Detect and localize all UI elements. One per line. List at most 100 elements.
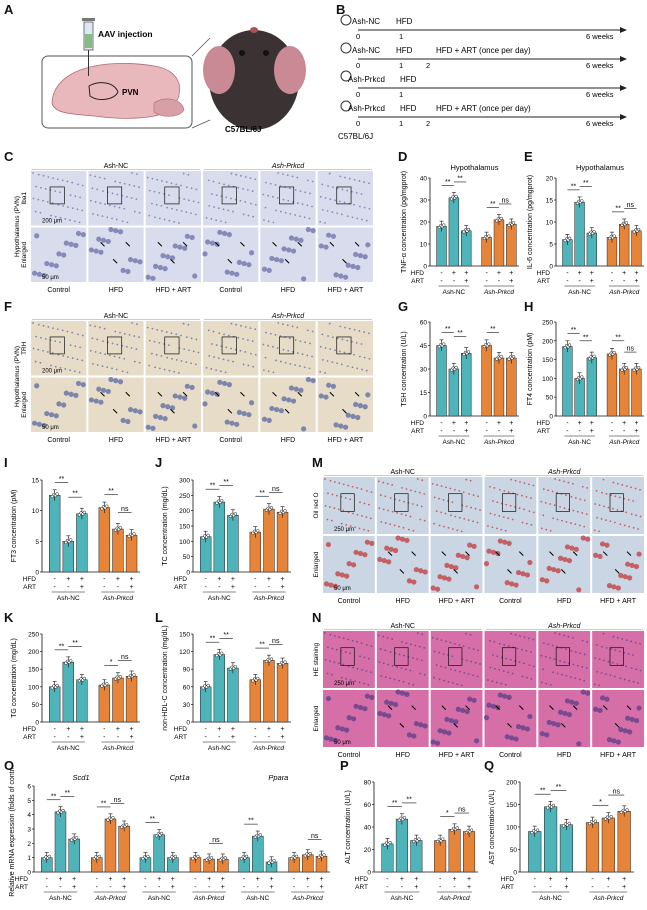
cell-nucleus [610, 648, 612, 650]
cell-nucleus [625, 639, 628, 642]
cell-nucleus [493, 641, 496, 643]
data-point [469, 828, 474, 832]
cell-nucleus [386, 482, 389, 485]
cell-nucleus [604, 542, 610, 548]
bar [199, 686, 212, 723]
cell-nucleus [151, 327, 154, 330]
cell-nucleus [293, 386, 299, 392]
cell-nucleus [227, 334, 230, 337]
art-sign: - [103, 734, 106, 741]
sig-mark: ** [259, 490, 265, 497]
cell-nucleus [265, 331, 267, 334]
data-point [206, 683, 210, 688]
cell-nucleus [600, 671, 603, 674]
data-point [487, 234, 491, 238]
group-label-prkcd: Ash-Prkcd [102, 595, 133, 602]
cell-nucleus [363, 356, 366, 359]
hfd-sign: + [267, 576, 271, 583]
cell-nucleus [363, 331, 366, 333]
cell-nucleus [75, 230, 82, 237]
cell-nucleus [353, 203, 355, 206]
mouse-illustration [203, 27, 306, 130]
cell-nucleus [266, 267, 272, 273]
cell-nucleus [593, 683, 596, 686]
panel-letter-q: Q [484, 758, 495, 773]
cell-nucleus [331, 519, 333, 522]
y-tick-label: 40 [364, 825, 372, 832]
y-tick-label: 10 [420, 242, 428, 249]
data-point [322, 853, 326, 857]
cell-nucleus [444, 666, 447, 669]
cell-nucleus [445, 640, 447, 643]
art-sign: - [254, 584, 257, 591]
cell-nucleus [358, 527, 361, 530]
cell-nucleus [161, 180, 163, 182]
cell-nucleus [324, 372, 326, 374]
cell-nucleus [210, 218, 213, 220]
condition-label: HFD + ART [327, 287, 364, 293]
cell-nucleus [456, 529, 459, 532]
cell-nucleus [386, 713, 392, 719]
art-sign: - [485, 428, 488, 435]
cell-nucleus [546, 565, 552, 571]
arrow-icon [387, 705, 393, 711]
cell-nucleus [248, 400, 255, 406]
cell-nucleus [409, 669, 412, 672]
cell-nucleus [331, 211, 334, 214]
cell-nucleus [355, 191, 358, 194]
arrow-icon [453, 568, 459, 574]
group-label-nc: Ash-NC [391, 895, 414, 902]
cell-nucleus [73, 242, 79, 248]
bar [617, 811, 631, 873]
cell-nucleus [464, 709, 470, 715]
cell-nucleus [384, 676, 387, 678]
cell-nucleus [450, 668, 452, 671]
hfd-row-label: HFD [23, 576, 37, 583]
cell-nucleus [362, 254, 368, 260]
cell-nucleus [525, 649, 528, 652]
cell-nucleus [369, 517, 372, 520]
cell-nucleus [440, 511, 442, 514]
y-tick-label: 10 [32, 508, 40, 515]
cell-nucleus [64, 368, 67, 370]
cell-nucleus [381, 558, 387, 564]
hfd-sign: - [534, 876, 537, 883]
enlarged-label: Enlarged [313, 705, 320, 731]
cell-nucleus [632, 680, 635, 683]
data-point [580, 199, 584, 203]
condition-label: HFD + ART [327, 437, 364, 443]
cell-nucleus [360, 642, 363, 645]
bar [62, 661, 74, 723]
art-sign: - [623, 428, 626, 435]
hfd-sign: + [634, 420, 638, 427]
cell-nucleus [350, 413, 356, 419]
cell-nucleus [472, 648, 475, 650]
cell-nucleus [76, 208, 79, 211]
cell-nucleus [416, 504, 419, 507]
cell-nucleus [170, 332, 173, 335]
art-sign: - [611, 428, 614, 435]
cell-nucleus [607, 506, 610, 509]
cell-nucleus [616, 636, 619, 639]
y-axis-label: Relative mRNA expression (folds of contr… [9, 768, 16, 897]
sig-mark: ** [490, 326, 496, 333]
data-point [511, 221, 516, 225]
cell-nucleus [576, 741, 582, 747]
panel-letter-n: N [312, 610, 322, 625]
hfd-row-label: HFD [501, 876, 515, 883]
group-label-nc: Ash-NC [208, 595, 231, 602]
cell-nucleus [559, 506, 561, 508]
cell-nucleus [306, 179, 309, 182]
y-tick-label: 200 [506, 780, 517, 787]
cell-nucleus [281, 246, 287, 252]
cell-nucleus [474, 661, 477, 664]
group-label-prkcd: Ash-Prkcd [608, 439, 639, 446]
cell-nucleus [326, 382, 332, 388]
cell-nucleus [319, 195, 322, 198]
zoom-box [501, 647, 517, 666]
sig-mark: ns [311, 833, 319, 840]
cell-nucleus [185, 361, 188, 364]
cell-nucleus [527, 559, 533, 566]
panel-letter-a: A [4, 2, 14, 17]
cell-nucleus [380, 520, 383, 523]
